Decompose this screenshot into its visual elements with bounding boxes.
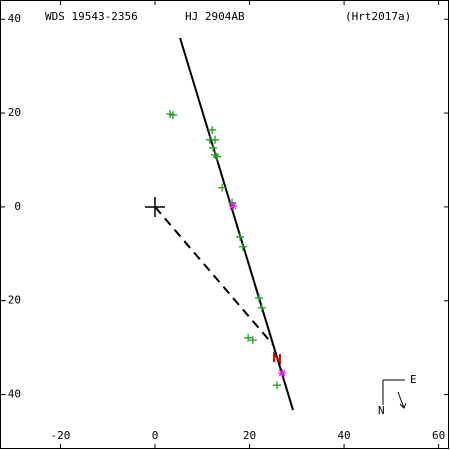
observation [257, 303, 266, 312]
direction-arrow [397, 391, 407, 409]
observation [236, 232, 245, 241]
observation [272, 381, 281, 390]
observation [255, 293, 264, 302]
y-tick-label: 0 [14, 200, 21, 213]
observation [211, 150, 220, 159]
observation [168, 110, 177, 119]
observation [209, 143, 218, 152]
compass: E N [378, 373, 417, 417]
x-tick-label: 0 [152, 429, 159, 442]
marker [272, 350, 281, 365]
chart-subtitle: HJ 2904AB [185, 10, 245, 23]
predicted-position [229, 201, 238, 210]
x-tick-label: 60 [432, 429, 445, 442]
observation [211, 135, 220, 144]
observation [218, 183, 227, 192]
observation [248, 336, 257, 345]
y-tick-label: 20 [8, 106, 21, 119]
reference: (Hrt2017a) [345, 10, 411, 23]
compass-north: N [378, 404, 385, 417]
observation [212, 152, 221, 161]
x-tick-label: 40 [337, 429, 350, 442]
node-line [154, 206, 274, 346]
x-tick-label: 20 [243, 429, 256, 442]
observation [208, 125, 217, 134]
compass-east: E [410, 373, 417, 386]
y-tick-label: -40 [1, 388, 21, 401]
predicted-position [278, 368, 287, 377]
chart-title: WDS 19543-2356 [45, 10, 138, 23]
y-tick-label: 40 [8, 12, 21, 25]
observation [238, 242, 247, 251]
orbit [179, 37, 294, 411]
x-tick-label: -20 [51, 429, 71, 442]
y-tick-label: -20 [1, 294, 21, 307]
observation [244, 333, 253, 342]
